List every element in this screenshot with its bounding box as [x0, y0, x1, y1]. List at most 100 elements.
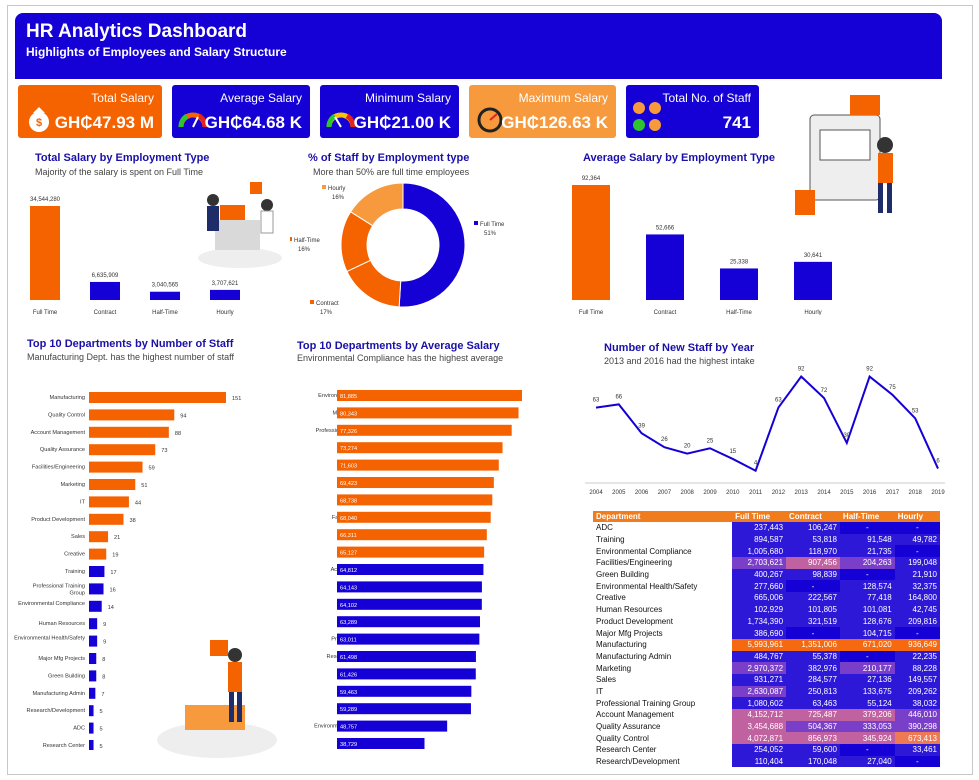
table-cell: 382,976 — [786, 662, 840, 674]
table-header: Hourly — [895, 511, 940, 522]
table-cell: - — [840, 522, 895, 534]
table-cell: 55,378 — [786, 651, 840, 663]
money-bag-icon: $ — [24, 105, 54, 133]
page-title: HR Analytics Dashboard — [26, 21, 247, 43]
category-label: Group — [69, 590, 85, 596]
bar — [646, 234, 684, 300]
table-cell: 209,816 — [895, 616, 940, 628]
tick-label: 2013 — [795, 490, 809, 496]
data-label: 21 — [114, 535, 120, 541]
data-label: 68,738 — [340, 498, 357, 504]
bar — [337, 512, 491, 523]
category-label: Marketing — [60, 482, 85, 488]
legend-marker — [310, 300, 314, 304]
table-cell: - — [786, 627, 840, 639]
tick-label: Contract — [94, 310, 117, 316]
table-cell: 671,020 — [840, 639, 895, 651]
table-cell: 250,813 — [786, 686, 840, 698]
table-cell: 504,367 — [786, 721, 840, 733]
bar — [337, 390, 522, 401]
bar — [337, 651, 476, 662]
bar — [89, 583, 104, 594]
data-label: 63,289 — [340, 620, 357, 626]
staff-icon — [631, 100, 663, 134]
data-label: 34,544,280 — [30, 197, 61, 203]
tick-label: Half-Time — [726, 310, 752, 315]
table-cell: - — [840, 651, 895, 663]
tick-label: 2012 — [772, 490, 786, 496]
kpi-total-salary: $ Total Salary GH₵47.93 M — [18, 85, 162, 138]
data-label: 63,011 — [340, 638, 357, 644]
tick-label: 2019 — [931, 490, 945, 496]
data-label: 15 — [729, 449, 736, 455]
category-label: Manufacturing — [50, 395, 85, 401]
bar — [337, 599, 482, 610]
bar — [90, 282, 120, 300]
table-cell: 33,461 — [895, 744, 940, 756]
data-label: 73 — [161, 448, 167, 454]
table-cell: 931,271 — [732, 674, 786, 686]
table-cell: - — [895, 522, 940, 534]
data-label: 92 — [866, 367, 873, 373]
tick-label: 2015 — [840, 490, 854, 496]
table-cell: 400,267 — [732, 569, 786, 581]
table-cell: Facilities/Engineering — [593, 557, 732, 569]
kpi-average-salary: Average Salary GH₵64.68 K — [172, 85, 310, 138]
data-label: 59 — [149, 466, 155, 472]
category-label: Professional Training — [33, 583, 85, 589]
data-label: 20 — [684, 444, 691, 450]
data-label: 63 — [593, 398, 600, 404]
table-cell: 209,262 — [895, 686, 940, 698]
table-cell: 665,006 — [732, 592, 786, 604]
data-label: 9 — [103, 622, 106, 628]
table-cell: 4,152,712 — [732, 709, 786, 721]
table-cell: 2,703,621 — [732, 557, 786, 569]
table-row: Research/Development 110,404 170,048 27,040… — [593, 756, 940, 768]
table-row: Professional Training Group 1,080,602 63,4… — [593, 697, 940, 709]
data-label: 8 — [102, 657, 105, 663]
table-cell: 907,456 — [786, 557, 840, 569]
bar — [89, 479, 135, 490]
table-cell: 386,690 — [732, 627, 786, 639]
kpi-value: GH₵126.63 K — [501, 113, 608, 133]
legend-marker — [474, 221, 478, 225]
table-cell: 321,519 — [786, 616, 840, 628]
table-cell: 38,032 — [895, 697, 940, 709]
data-label: 52,666 — [656, 225, 675, 231]
table-cell: 894,587 — [732, 534, 786, 546]
tick-label: Contract — [654, 310, 677, 315]
data-label: 48,757 — [340, 725, 357, 731]
data-label: 69,423 — [340, 481, 357, 487]
tick-label: 2007 — [658, 490, 672, 496]
kpi-label: Minimum Salary — [365, 91, 451, 105]
table-cell: 98,839 — [786, 569, 840, 581]
data-label: 59,289 — [340, 707, 357, 713]
table-cell: 104,715 — [840, 627, 895, 639]
data-label: 63 — [775, 398, 782, 404]
bar — [89, 444, 155, 455]
table-row: Quality Control 4,072,871 856,973 345,924 67… — [593, 732, 940, 744]
data-label: 66 — [615, 394, 622, 400]
data-label: 16 — [110, 587, 116, 593]
category-label: IT — [80, 499, 86, 505]
staff-pct-subtitle: More than 50% are full time employees — [313, 167, 469, 177]
table-cell: 222,567 — [786, 592, 840, 604]
data-label: 38,729 — [340, 742, 357, 748]
category-label: Creative — [64, 552, 85, 558]
bar — [337, 477, 494, 488]
top-staff-title: Top 10 Departments by Number of Staff — [27, 338, 233, 350]
table-cell: - — [840, 569, 895, 581]
table-cell: 210,177 — [840, 662, 895, 674]
bar — [337, 547, 484, 558]
data-label: 3,040,565 — [152, 283, 179, 289]
data-label: 64,102 — [340, 603, 357, 609]
table-cell: 63,463 — [786, 697, 840, 709]
data-label: 77,326 — [340, 429, 357, 435]
kpi-total-staff: Total No. of Staff 741 — [626, 85, 759, 138]
bar — [572, 185, 610, 300]
bar — [89, 601, 102, 612]
table-row: Facilities/Engineering 2,703,621 907,456 20… — [593, 557, 940, 569]
bar — [337, 529, 487, 540]
table-cell: 128,574 — [840, 580, 895, 592]
table-cell: 21,910 — [895, 569, 940, 581]
